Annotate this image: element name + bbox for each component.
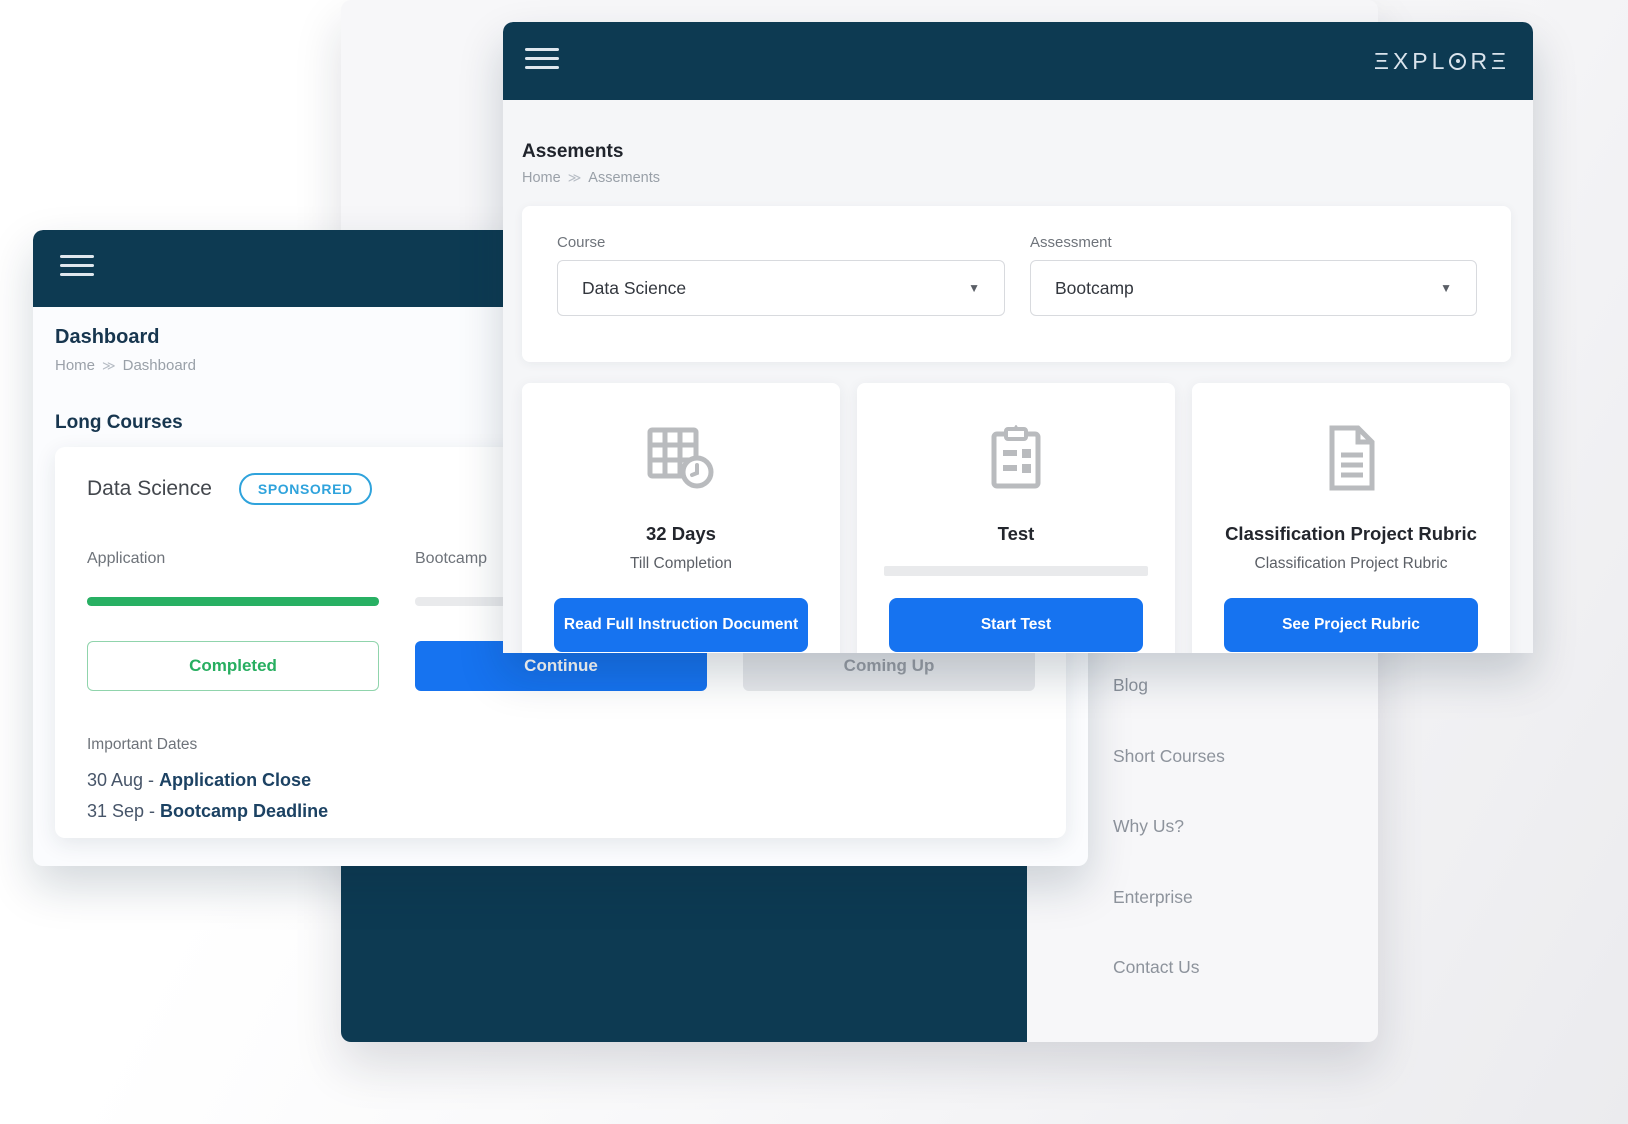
- date-event: Application Close: [159, 770, 312, 790]
- assessment-card-rubric: Classification Project Rubric Classifica…: [1192, 383, 1510, 653]
- logo-o-icon: [1449, 52, 1467, 70]
- assessments-window: ΞXPL RΞ Assements Home ≫ Assements Course D…: [503, 22, 1533, 653]
- filter-card: Course Data Science ▼ Assessment Bootcam…: [522, 206, 1511, 362]
- see-rubric-button[interactable]: See Project Rubric: [1224, 598, 1478, 652]
- chevron-right-icon: ≫: [567, 170, 582, 185]
- course-select[interactable]: Data Science ▼: [557, 260, 1005, 316]
- course-name: Data Science: [87, 477, 212, 500]
- progress-bar-application: [87, 597, 379, 606]
- assessment-card-test: Test Start Test: [857, 383, 1175, 653]
- card-progress-bar: [884, 566, 1148, 576]
- assessment-select-value: Bootcamp: [1055, 277, 1134, 298]
- breadcrumb: Home ≫ Assements: [522, 170, 660, 186]
- assessment-field: Assessment Bootcamp ▼: [1030, 234, 1477, 316]
- card-subtitle: Till Completion: [630, 555, 732, 572]
- page-title: Dashboard: [55, 326, 160, 348]
- logo-text-suffix: RΞ: [1470, 47, 1510, 74]
- logo-text-prefix: ΞXPL: [1374, 47, 1449, 74]
- stage-label: Application: [87, 550, 166, 567]
- footer-link-blog[interactable]: Blog: [1113, 675, 1149, 695]
- footer-link-contact-us[interactable]: Contact Us: [1113, 957, 1200, 977]
- stage-label: Bootcamp: [415, 550, 488, 567]
- course-card-header: Data Science SPONSORED: [87, 473, 372, 505]
- date-value: 31 Sep -: [87, 801, 156, 821]
- course-label: Course: [557, 234, 606, 251]
- calendar-clock-icon: [522, 425, 840, 491]
- date-event: Bootcamp Deadline: [160, 801, 329, 821]
- caret-down-icon: ▼: [1440, 281, 1452, 295]
- course-field: Course Data Science ▼: [557, 234, 1005, 316]
- stage-application: Application Completed: [87, 550, 379, 691]
- completed-button[interactable]: Completed: [87, 641, 379, 691]
- breadcrumb: Home ≫ Dashboard: [55, 357, 196, 374]
- breadcrumb-home-link[interactable]: Home: [55, 357, 96, 374]
- page-title: Assements: [522, 141, 624, 162]
- breadcrumb-current: Assements: [588, 170, 661, 186]
- footer-link-enterprise[interactable]: Enterprise: [1113, 887, 1193, 907]
- card-title: Classification Project Rubric: [1225, 523, 1477, 544]
- caret-down-icon: ▼: [968, 281, 980, 295]
- date-value: 30 Aug -: [87, 770, 155, 790]
- start-test-button[interactable]: Start Test: [889, 598, 1143, 652]
- important-date-row: 30 Aug - Application Close: [87, 770, 311, 791]
- breadcrumb-home-link[interactable]: Home: [522, 170, 561, 186]
- assessments-navbar: ΞXPL RΞ: [503, 22, 1533, 100]
- hamburger-menu-icon[interactable]: [60, 255, 94, 282]
- footer-link-why-us[interactable]: Why Us?: [1113, 816, 1184, 836]
- footer-link-short-courses[interactable]: Short Courses: [1113, 746, 1225, 766]
- breadcrumb-current: Dashboard: [122, 357, 197, 374]
- explore-logo: ΞXPL RΞ: [1374, 22, 1510, 100]
- sponsored-badge: SPONSORED: [238, 473, 372, 505]
- assessment-card-days: 32 Days Till Completion Read Full Instru…: [522, 383, 840, 653]
- card-subtitle: Classification Project Rubric: [1254, 555, 1448, 572]
- course-select-value: Data Science: [582, 277, 687, 298]
- read-instruction-button[interactable]: Read Full Instruction Document: [554, 598, 808, 652]
- assessment-label: Assessment: [1030, 234, 1112, 251]
- assessment-cards: 32 Days Till Completion Read Full Instru…: [522, 383, 1510, 653]
- document-icon: [1192, 425, 1510, 491]
- clipboard-test-icon: [857, 425, 1175, 491]
- section-heading-long-courses: Long Courses: [55, 412, 183, 433]
- hamburger-menu-icon[interactable]: [525, 48, 559, 75]
- assessment-select[interactable]: Bootcamp ▼: [1030, 260, 1477, 316]
- progress-fill: [87, 597, 379, 606]
- chevron-right-icon: ≫: [102, 358, 116, 373]
- important-dates-label: Important Dates: [87, 736, 198, 753]
- card-title: 32 Days: [646, 523, 716, 544]
- card-title: Test: [997, 523, 1035, 544]
- important-date-row: 31 Sep - Bootcamp Deadline: [87, 801, 328, 822]
